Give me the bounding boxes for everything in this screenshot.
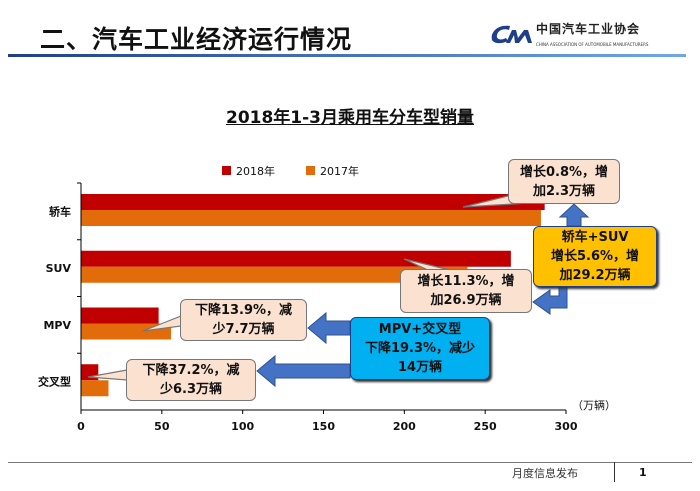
- x-tick-label: 200: [393, 420, 416, 433]
- callout-text: 增长11.3%，增: [417, 274, 515, 289]
- legend-label: 2017年: [320, 164, 359, 178]
- footer-divider: [614, 462, 615, 482]
- callout-text: 少6.3万辆: [159, 382, 223, 397]
- category-label: SUV: [46, 262, 72, 275]
- unit-label: （万辆）: [572, 398, 616, 412]
- footer-rule: [8, 462, 692, 463]
- logo-text: 中国汽车工业协会: [536, 22, 641, 36]
- callout-sedan-suv-total: 轿车+SUV 增长5.6%，增 加29.2万辆: [533, 226, 657, 287]
- callout-text: 下降37.2%，减: [142, 363, 240, 378]
- category-label: 交叉型: [38, 375, 71, 389]
- bar-2017年-SUV: [81, 266, 468, 283]
- caam-logo-icon: [491, 25, 532, 44]
- callout-text: 增长5.6%，增: [550, 249, 640, 264]
- arrow-up-icon: [558, 203, 590, 227]
- callout-text: 加26.9万辆: [430, 293, 502, 308]
- callout-sedan: 增长0.8%，增 加2.3万辆: [508, 159, 620, 204]
- callout-text: MPV+交叉型: [378, 322, 462, 337]
- callout-mpv-crossover-total: MPV+交叉型 下降19.3%，减少 14万辆: [350, 317, 490, 380]
- legend-swatch: [222, 166, 231, 175]
- callout-text: 增长0.8%，增: [519, 165, 609, 180]
- chart-title-text: 2018年1-3月乘用车分车型销量: [225, 108, 475, 128]
- callout-mpv: 下降13.9%，减 少7.7万辆: [180, 299, 307, 341]
- bar-2018年-MPV: [81, 307, 159, 324]
- callout-text: 少7.7万辆: [212, 322, 275, 337]
- arrow-left-icon: [532, 286, 568, 315]
- bar-2018年-轿车: [81, 194, 545, 210]
- callout-suv: 增长11.3%，增 加26.9万辆: [400, 269, 532, 313]
- bar-2017年-交叉型: [81, 380, 109, 397]
- arrow-left-icon: [256, 354, 351, 388]
- header-rule: [8, 54, 686, 57]
- bar-2017年-MPV: [81, 323, 172, 340]
- bar-2018年-SUV: [81, 250, 511, 267]
- legend-label: 2018年: [236, 164, 275, 178]
- page-number: 1: [639, 466, 647, 479]
- x-tick-label: 250: [474, 420, 497, 433]
- callout-crossover: 下降37.2%，减 少6.3万辆: [126, 359, 256, 401]
- category-label: MPV: [43, 319, 71, 332]
- bar-2017年-轿车: [81, 210, 541, 226]
- callout-text: 加2.3万辆: [532, 184, 596, 199]
- category-label: 轿车: [49, 204, 71, 218]
- callout-text: 下降13.9%，减: [194, 303, 293, 318]
- callout-text: 轿车+SUV: [561, 230, 629, 245]
- legend-swatch: [306, 166, 315, 175]
- x-tick-label: 300: [555, 420, 578, 433]
- x-tick-label: 0: [77, 420, 85, 433]
- logo-subtext: CHINA ASSOCIATION OF AUTOMOBILE MANUFACT…: [536, 42, 649, 47]
- callout-text: 14万辆: [397, 360, 443, 375]
- callout-text: 下降19.3%，减少: [364, 341, 476, 356]
- callout-text: 加29.2万辆: [559, 268, 631, 283]
- footer-label: 月度信息发布: [512, 467, 578, 480]
- slide-title: 二、汽车工业经济运行情况: [40, 25, 353, 54]
- chart-title: 2018年1-3月乘用车分车型销量: [0, 103, 700, 128]
- arrow-left-icon: [307, 311, 351, 345]
- x-tick-label: 150: [312, 420, 335, 433]
- x-tick-label: 100: [231, 420, 254, 433]
- x-tick-label: 50: [154, 420, 170, 433]
